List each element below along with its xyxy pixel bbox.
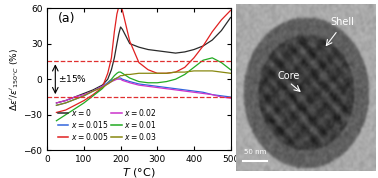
Text: Core: Core <box>278 71 300 81</box>
Text: Shell: Shell <box>330 17 354 27</box>
Y-axis label: $\Delta\varepsilon'/\varepsilon'_{150°C}$ (%): $\Delta\varepsilon'/\varepsilon'_{150°C}… <box>8 48 21 111</box>
Text: $\pm$15%: $\pm$15% <box>57 72 87 83</box>
Legend: $x = $0, $x = $0.015, $x = $0.005, $x = $0.02, $x = $0.01, $x = $0.03: $x = $0, $x = $0.015, $x = $0.005, $x = … <box>55 104 160 145</box>
Text: (a): (a) <box>58 12 76 25</box>
Text: 50 nm: 50 nm <box>244 149 266 155</box>
X-axis label: $T$ (°C): $T$ (°C) <box>122 166 156 178</box>
